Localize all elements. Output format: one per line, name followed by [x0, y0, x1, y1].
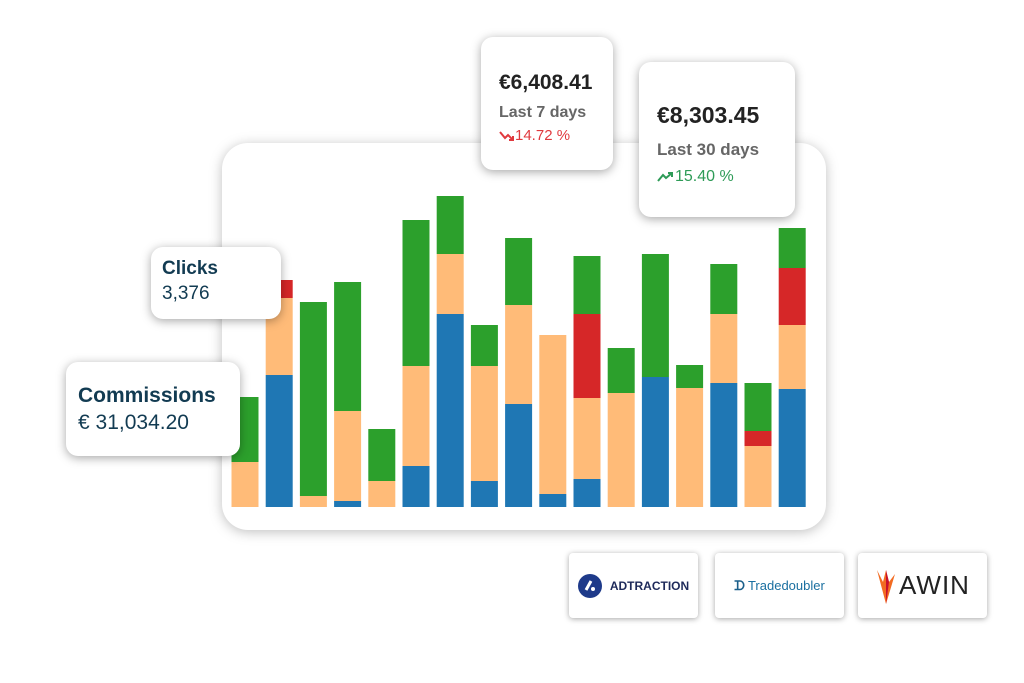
bar-segment	[676, 365, 704, 388]
adtraction-icon	[577, 573, 602, 598]
clicks-value: 3,376	[162, 283, 210, 304]
bar-segment	[539, 494, 567, 507]
bar-segment	[470, 366, 498, 481]
bar-segment	[505, 404, 533, 507]
bar-segment	[368, 481, 396, 507]
bar-segment	[265, 375, 293, 507]
bar-segment	[334, 501, 362, 507]
week-card: €6,408.41 Last 7 days 14.72 %	[481, 37, 613, 170]
bar-segment	[436, 254, 464, 314]
bar-segment	[334, 282, 362, 411]
bar-segment	[573, 314, 601, 398]
week-period: Last 7 days	[499, 104, 587, 121]
bar-segment	[641, 254, 669, 377]
week-change-row: 14.72 %	[499, 127, 613, 144]
bar-segment	[470, 325, 498, 366]
clicks-card: Clicks 3,376	[151, 247, 281, 319]
bar-segment	[744, 446, 772, 507]
month-change-row: 15.40 %	[657, 168, 795, 186]
tradedoubler-logo: ᗪ Tradedoubler	[715, 553, 844, 618]
up-icon	[657, 172, 673, 182]
bar-segment	[573, 398, 601, 479]
commissions-label: Commissions	[78, 384, 216, 407]
bar-segment	[470, 481, 498, 507]
bar-segment	[744, 383, 772, 431]
bar-segment	[778, 389, 806, 507]
month-period: Last 30 days	[657, 140, 760, 159]
bar-segment	[778, 228, 806, 268]
bar-segment	[710, 314, 738, 383]
td-mark: ᗪ	[734, 577, 745, 593]
commissions-card: Commissions € 31,034.20	[66, 362, 240, 456]
awin-icon	[877, 569, 896, 604]
clicks-label: Clicks	[162, 258, 218, 279]
bar-segment	[676, 388, 704, 507]
month-change: 15.40 %	[675, 168, 734, 185]
bar-segment	[607, 348, 635, 393]
adtraction-text: ADTRACTION	[609, 578, 690, 593]
bar-segment	[402, 466, 430, 507]
month-amount: €8,303.45	[657, 102, 760, 128]
bar-segment	[641, 377, 669, 507]
bar-segment	[402, 366, 430, 466]
down-icon	[499, 130, 514, 141]
bar-segment	[231, 462, 259, 507]
bar-segment	[539, 335, 567, 494]
bar-segment	[505, 305, 533, 404]
bar-segment	[505, 238, 533, 305]
awin-logo: AWIN	[858, 553, 987, 618]
bar-segment	[573, 479, 601, 507]
bar-segment	[402, 220, 430, 366]
bar-segment	[778, 268, 806, 325]
bar-segment	[710, 264, 738, 314]
bar-segment	[778, 325, 806, 389]
bar-segment	[299, 302, 327, 496]
bar-segment	[573, 256, 601, 314]
bar-segment	[436, 196, 464, 254]
week-amount: €6,408.41	[499, 71, 593, 94]
bar-segment	[334, 411, 362, 501]
bar-segment	[368, 429, 396, 481]
bar-segment	[436, 314, 464, 507]
tradedoubler-text: Tradedoubler	[747, 578, 825, 593]
bar-segment	[299, 496, 327, 507]
month-card: €8,303.45 Last 30 days 15.40 %	[639, 62, 795, 217]
bar-segment	[710, 383, 738, 507]
week-change: 14.72 %	[515, 127, 571, 144]
awin-text: AWIN	[899, 570, 970, 600]
bar-segment	[744, 431, 772, 446]
bar-segment	[607, 393, 635, 507]
adtraction-logo: ADTRACTION	[569, 553, 698, 618]
commissions-value: € 31,034.20	[78, 411, 189, 434]
